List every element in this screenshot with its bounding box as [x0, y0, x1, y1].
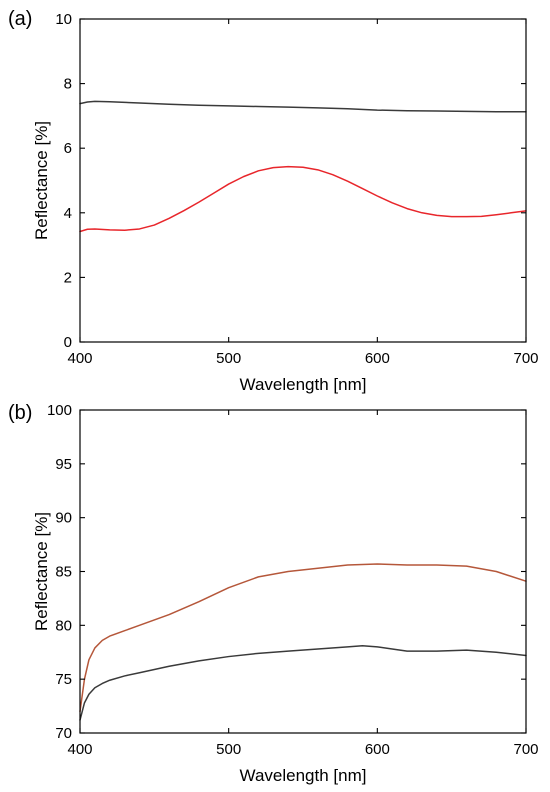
panel-b-plot-frame: [79, 409, 527, 734]
panel-a-series-1-line: [79, 100, 527, 113]
panel-b-y-tick-label: 80: [55, 617, 72, 634]
panel-a-y-tick-label: 8: [64, 76, 72, 93]
panel-b-x-tick-label: 500: [216, 741, 241, 758]
panel-a-x-tick-label: 500: [216, 350, 241, 367]
panel-a-x-tick-label: 700: [513, 350, 538, 367]
panel-a-y-tick-label: 10: [55, 11, 72, 28]
panel-b-series-2-line: [79, 645, 527, 721]
panel-b-y-tick-label: 85: [55, 564, 72, 581]
panel-b-x-tick-label: 700: [513, 741, 538, 758]
panel-b-y-tick-label: 90: [55, 510, 72, 527]
panel-a-x-axis-title: Wavelength [nm]: [240, 375, 367, 394]
panel-b-y-axis-title: Reflectance [%]: [32, 512, 51, 631]
panel-b-x-axis-title: Wavelength [nm]: [240, 766, 367, 785]
panel-b-y-tick-label: 75: [55, 671, 72, 688]
panel-a-y-axis-title: Reflectance [%]: [32, 121, 51, 240]
panel-a: (a) Wavelength [nm] Reflectance [%] 400 5…: [8, 8, 539, 394]
panel-a-x-tick-label: 400: [67, 350, 92, 367]
panel-a-plot-frame: [79, 18, 527, 343]
panel-b-y-tick-label: 95: [55, 456, 72, 473]
panel-b-x-tick-label: 400: [67, 741, 92, 758]
panel-a-y-tick-label: 0: [64, 334, 72, 351]
panel-a-y-tick-label: 6: [64, 140, 72, 157]
panel-a-series-2-line: [79, 165, 527, 233]
panel-a-y-tick-label: 4: [64, 205, 72, 222]
panel-a-x-tick-label: 600: [365, 350, 390, 367]
panel-a-label: (a): [8, 8, 32, 30]
panel-a-y-tick-label: 2: [64, 269, 72, 286]
panel-b-series-1-line: [79, 563, 527, 713]
panel-b: (b) Wavelength [nm] Reflectance [%] 400 5…: [8, 402, 539, 785]
panel-b-x-tick-label: 600: [365, 741, 390, 758]
panel-b-label: (b): [8, 402, 32, 424]
panel-b-y-tick-label: 100: [47, 402, 72, 419]
panel-b-y-tick-label: 70: [55, 725, 72, 742]
